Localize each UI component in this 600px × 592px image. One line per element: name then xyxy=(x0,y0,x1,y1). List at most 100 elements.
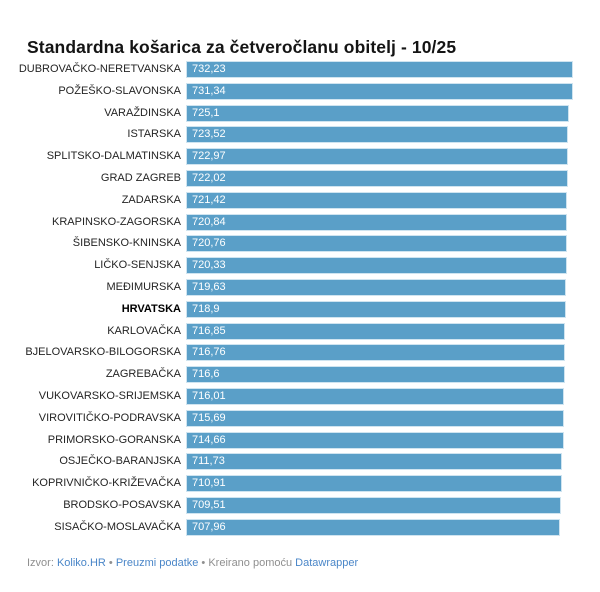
bar-row: VARAŽDINSKA 725,1 xyxy=(0,104,600,122)
source-link[interactable]: Koliko.HR xyxy=(56,557,106,569)
bar-row: LIČKO-SENJSKA 720,33 xyxy=(0,257,600,275)
bar-track: 731,34 xyxy=(186,82,573,100)
value-label: 715,69 xyxy=(192,411,226,424)
bar-row: DUBROVAČKO-NERETVANSKA 732,23 xyxy=(0,61,600,78)
bar[interactable]: 722,02 xyxy=(186,169,568,187)
category-label: SISAČKO-MOSLAVAČKA xyxy=(54,520,181,533)
bar-track: 723,52 xyxy=(186,126,573,144)
bar[interactable]: 715,69 xyxy=(186,409,565,427)
category-label: HRVATSKA xyxy=(121,302,181,315)
bar[interactable]: 720,76 xyxy=(186,235,567,253)
bar[interactable]: 719,63 xyxy=(186,278,567,296)
category-label: POŽEŠKO-SLAVONSKA xyxy=(58,84,181,97)
category-label: LIČKO-SENJSKA xyxy=(94,259,181,272)
bar-track: 721,42 xyxy=(186,191,573,209)
bar[interactable]: 716,85 xyxy=(186,322,565,340)
category-label: VIROVITIČKO-PODRAVSKA xyxy=(38,411,181,424)
value-label: 720,33 xyxy=(192,259,226,272)
bar-row: GRAD ZAGREB 722,02 xyxy=(0,169,600,187)
bar[interactable]: 716,01 xyxy=(186,387,565,405)
value-label: 731,34 xyxy=(192,84,226,97)
category-label: VARAŽDINSKA xyxy=(104,106,181,119)
chart-title: Standardna košarica za četveročlanu obit… xyxy=(27,36,457,57)
bar-track: 716,6 xyxy=(186,366,573,384)
value-label: 718,9 xyxy=(192,302,220,315)
bar-track: 716,76 xyxy=(186,344,573,362)
value-label: 720,84 xyxy=(192,215,226,228)
bar-row: HRVATSKA 718,9 xyxy=(0,300,600,318)
download-data-link[interactable]: Preuzmi podatke xyxy=(115,557,199,569)
category-label: KARLOVAČKA xyxy=(107,324,181,337)
value-label: 709,51 xyxy=(192,498,226,511)
chart-footer: Izvor: Koliko.HR • Preuzmi podatke • Kre… xyxy=(27,557,358,569)
bar[interactable]: 732,23 xyxy=(186,61,573,78)
category-label: ZADARSKA xyxy=(121,193,181,206)
value-label: 716,85 xyxy=(192,324,226,337)
bar-track: 707,96 xyxy=(186,518,573,536)
bar[interactable]: 709,51 xyxy=(186,496,561,514)
bar[interactable]: 720,84 xyxy=(186,213,567,231)
category-label: GRAD ZAGREB xyxy=(100,171,181,184)
value-label: 714,66 xyxy=(192,433,226,446)
bar[interactable]: 718,9 xyxy=(186,300,566,318)
source-prefix: Izvor: xyxy=(27,557,57,569)
separator: • xyxy=(105,557,116,569)
bar-track: 720,33 xyxy=(186,257,573,275)
bar-track: 716,01 xyxy=(186,387,573,405)
value-label: 719,63 xyxy=(192,280,226,293)
bar[interactable]: 716,6 xyxy=(186,366,565,384)
bar-track: 722,02 xyxy=(186,169,573,187)
category-label: ZAGREBAČKA xyxy=(105,368,181,381)
bar-row: VIROVITIČKO-PODRAVSKA 715,69 xyxy=(0,409,600,427)
bar-track: 710,91 xyxy=(186,475,573,493)
category-label: VUKOVARSKO-SRIJEMSKA xyxy=(38,389,181,402)
datawrapper-link[interactable]: Datawrapper xyxy=(295,557,359,569)
bar[interactable]: 731,34 xyxy=(186,82,573,100)
value-label: 720,76 xyxy=(192,237,226,250)
value-label: 722,97 xyxy=(192,150,226,163)
bar-chart: DUBROVAČKO-NERETVANSKA 732,23 POŽEŠKO-SLAV… xyxy=(0,61,600,541)
category-label: DUBROVAČKO-NERETVANSKA xyxy=(18,63,181,75)
bar-row: KRAPINSKO-ZAGORSKA 720,84 xyxy=(0,213,600,231)
bar-row: ZADARSKA 721,42 xyxy=(0,191,600,209)
bar-track: 720,84 xyxy=(186,213,573,231)
bar-track: 716,85 xyxy=(186,322,573,340)
value-label: 732,23 xyxy=(192,63,226,75)
bar[interactable]: 720,33 xyxy=(186,257,567,275)
bar-row: ISTARSKA 723,52 xyxy=(0,126,600,144)
bar[interactable]: 707,96 xyxy=(186,518,561,536)
category-label: SPLITSKO-DALMATINSKA xyxy=(46,150,181,163)
bar-track: 719,63 xyxy=(186,278,573,296)
value-label: 716,01 xyxy=(192,389,226,402)
category-label: BJELOVARSKO-BILOGORSKA xyxy=(25,346,181,359)
category-label: PRIMORSKO-GORANSKA xyxy=(47,433,181,446)
bar-row: OSJEČKO-BARANJSKA 711,73 xyxy=(0,453,600,471)
bar-row: VUKOVARSKO-SRIJEMSKA 716,01 xyxy=(0,387,600,405)
bar[interactable]: 721,42 xyxy=(186,191,568,209)
value-label: 721,42 xyxy=(192,193,226,206)
bar[interactable]: 710,91 xyxy=(186,475,562,493)
category-label: ŠIBENSKO-KNINSKA xyxy=(72,237,181,250)
value-label: 723,52 xyxy=(192,128,226,141)
bar-row: SPLITSKO-DALMATINSKA 722,97 xyxy=(0,148,600,166)
bar[interactable]: 714,66 xyxy=(186,431,564,449)
value-label: 711,73 xyxy=(192,455,225,468)
category-label: MEĐIMURSKA xyxy=(106,280,181,293)
value-label: 716,6 xyxy=(192,368,220,381)
value-label: 707,96 xyxy=(192,520,226,533)
value-label: 725,1 xyxy=(192,106,220,119)
bar-track: 709,51 xyxy=(186,496,573,514)
bar[interactable]: 711,73 xyxy=(186,453,563,471)
bar[interactable]: 723,52 xyxy=(186,126,569,144)
separator: • xyxy=(198,557,209,569)
bar[interactable]: 716,76 xyxy=(186,344,565,362)
bar[interactable]: 722,97 xyxy=(186,148,569,166)
category-label: ISTARSKA xyxy=(127,128,181,141)
value-label: 710,91 xyxy=(192,477,226,490)
bar-track: 725,1 xyxy=(186,104,573,122)
value-label: 716,76 xyxy=(192,346,226,359)
bar-row: ZAGREBAČKA 716,6 xyxy=(0,366,600,384)
bar[interactable]: 725,1 xyxy=(186,104,570,122)
bar-row: POŽEŠKO-SLAVONSKA 731,34 xyxy=(0,82,600,100)
bar-row: SISAČKO-MOSLAVAČKA 707,96 xyxy=(0,518,600,536)
